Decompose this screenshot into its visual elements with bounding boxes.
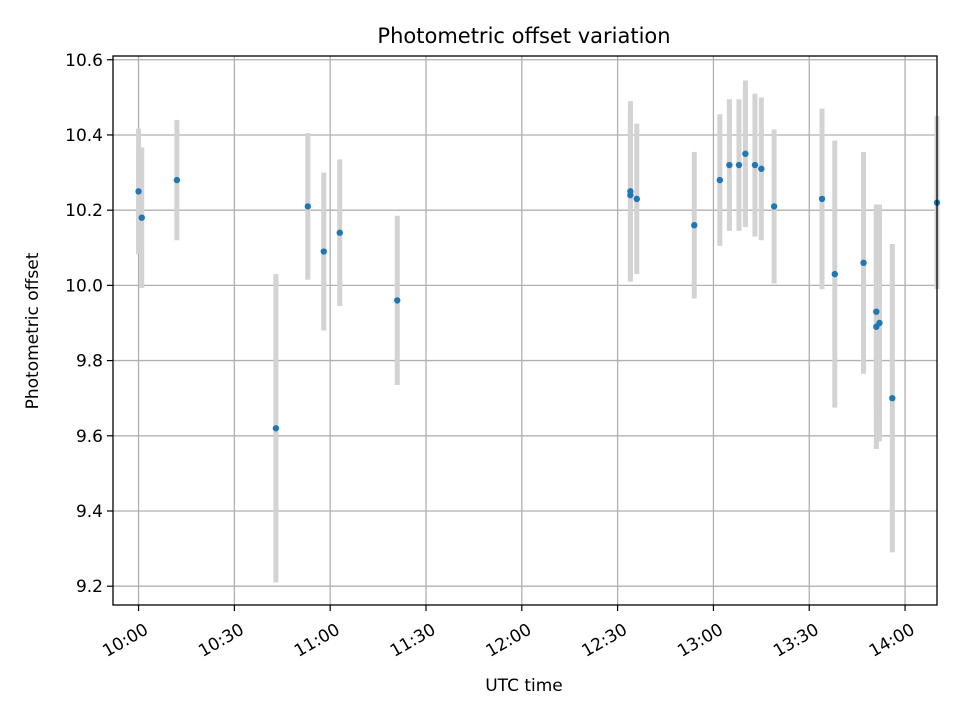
data-point <box>627 191 634 199</box>
data-point <box>320 248 327 255</box>
y-tick-label: 10.6 <box>65 51 103 71</box>
chart-title: Photometric offset variation <box>377 24 670 48</box>
data-point <box>173 176 181 184</box>
data-point <box>633 195 640 203</box>
data-point <box>726 161 733 169</box>
y-tick-label: 9.4 <box>76 502 103 522</box>
data-point <box>751 161 759 169</box>
data-point <box>336 229 343 236</box>
y-tick-label: 10.4 <box>65 126 103 146</box>
y-tick-label: 10.2 <box>65 201 103 221</box>
data-point <box>735 161 743 169</box>
data-point <box>272 425 280 432</box>
data-point <box>135 188 142 195</box>
grid-lines <box>113 56 937 605</box>
data-point <box>304 203 312 210</box>
y-tick-label: 9.6 <box>76 427 103 447</box>
data-point <box>691 222 698 229</box>
data-points <box>135 150 941 432</box>
data-point <box>758 165 765 173</box>
data-point <box>873 308 880 315</box>
data-point <box>889 394 896 402</box>
data-point <box>138 214 145 221</box>
x-axis-title: UTC time <box>485 676 563 696</box>
data-point <box>818 195 826 203</box>
data-point <box>716 176 724 184</box>
data-point <box>742 150 749 157</box>
data-point <box>394 297 401 304</box>
plot-frame <box>112 55 938 606</box>
data-point <box>860 259 867 267</box>
y-tick-label: 10.0 <box>65 276 103 296</box>
data-point <box>831 270 838 278</box>
y-tick-label: 9.2 <box>76 577 103 597</box>
y-tick-label: 9.8 <box>76 352 103 372</box>
y-axis-title: Photometric offset <box>23 252 43 409</box>
data-point <box>876 319 883 327</box>
data-point <box>770 203 778 210</box>
